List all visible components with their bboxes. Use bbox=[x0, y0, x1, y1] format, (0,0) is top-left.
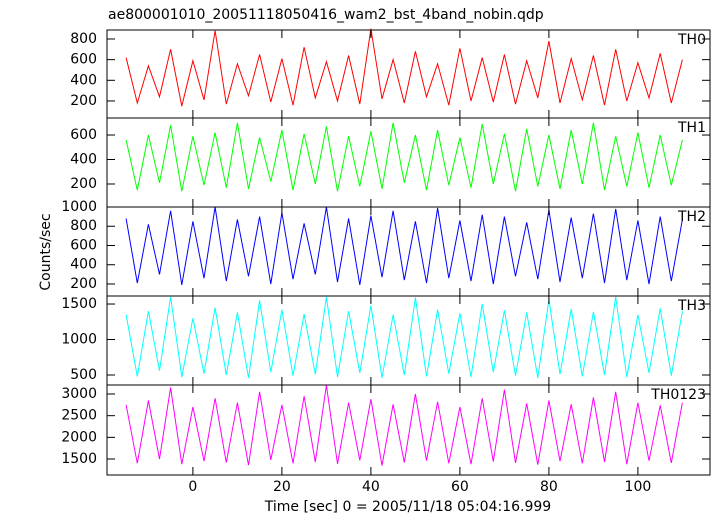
data-line bbox=[125, 296, 683, 378]
panel-frame bbox=[106, 384, 711, 476]
series-label: TH0123 bbox=[650, 387, 706, 403]
y-tick-label: 1500 bbox=[61, 451, 97, 467]
x-axis-label: Time [sec] 0 = 2005/11/18 05:04:16.999 bbox=[264, 499, 551, 515]
y-tick-label: 200 bbox=[70, 93, 97, 109]
y-tick-label: 800 bbox=[70, 31, 97, 47]
y-tick-label: 600 bbox=[70, 127, 97, 143]
x-tick-label: 60 bbox=[451, 479, 469, 495]
x-tick-label: 20 bbox=[273, 479, 291, 495]
data-line bbox=[125, 122, 683, 192]
y-tick-label: 600 bbox=[70, 237, 97, 253]
y-tick-label: 500 bbox=[70, 367, 97, 383]
x-tick-label: 40 bbox=[362, 479, 380, 495]
chart-title: ae800001010_20051118050416_wam2_bst_4ban… bbox=[108, 7, 544, 23]
data-line bbox=[125, 385, 683, 466]
y-tick-label: 1500 bbox=[61, 296, 97, 312]
x-tick-label: 0 bbox=[188, 479, 197, 495]
y-tick-label: 600 bbox=[70, 52, 97, 68]
y-tick-label: 800 bbox=[70, 218, 97, 234]
y-tick-label: 200 bbox=[70, 276, 97, 292]
y-tick-label: 400 bbox=[70, 72, 97, 88]
y-tick-label: 2500 bbox=[61, 408, 97, 424]
y-tick-label: 400 bbox=[70, 152, 97, 168]
series-label: TH2 bbox=[677, 209, 706, 225]
y-axis-label: Counts/sec bbox=[38, 213, 54, 290]
data-line bbox=[125, 206, 683, 285]
y-tick-label: 1000 bbox=[61, 199, 97, 215]
y-tick-label: 400 bbox=[70, 257, 97, 273]
series-label: TH1 bbox=[677, 120, 706, 136]
x-tick-label: 80 bbox=[540, 479, 558, 495]
y-tick-label: 1000 bbox=[61, 332, 97, 348]
series-label: TH0 bbox=[677, 32, 706, 48]
y-tick-label: 200 bbox=[70, 176, 97, 192]
x-tick-label: 100 bbox=[625, 479, 652, 495]
y-tick-label: 2000 bbox=[61, 429, 97, 445]
y-tick-label: 3000 bbox=[61, 386, 97, 402]
data-line bbox=[125, 28, 683, 107]
series-label: TH3 bbox=[677, 298, 706, 314]
